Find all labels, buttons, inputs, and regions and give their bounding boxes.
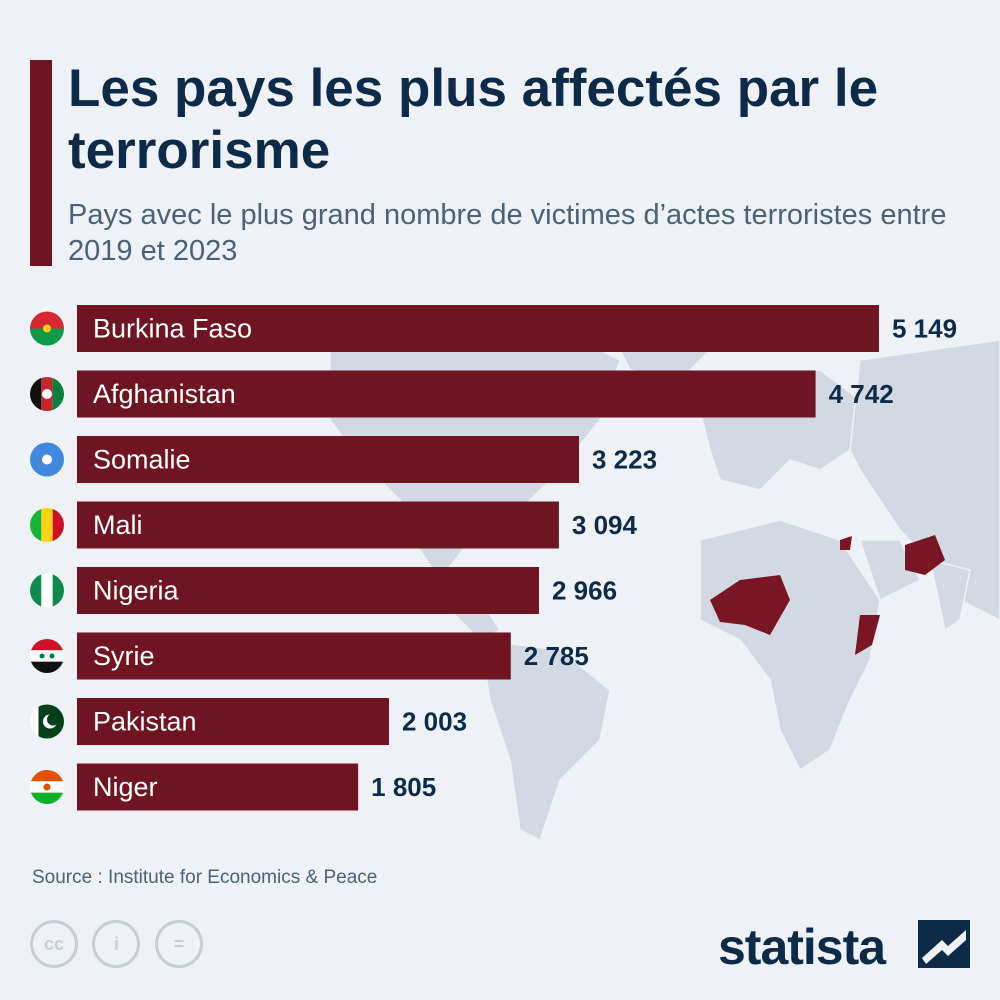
source-note: Source : Institute for Economics & Peace	[32, 867, 378, 888]
bar	[77, 763, 359, 811]
no-derivatives-icon: =	[154, 920, 203, 968]
bar-category-label: Niger	[93, 772, 158, 802]
bar-group: Pakistan 2 003	[30, 698, 467, 745]
bar	[77, 305, 879, 352]
bar	[77, 567, 539, 614]
statista-logo: statista	[718, 919, 886, 975]
bar-group: Mali 3 094	[30, 501, 638, 549]
burkina-faso-flag-icon	[30, 311, 64, 346]
mali-flag-icon	[30, 508, 64, 542]
bar-value-label: 3 223	[592, 445, 657, 475]
niger-flag-icon	[30, 770, 64, 804]
title-accent-bar	[30, 60, 52, 266]
license-icons: cc i =	[30, 920, 213, 968]
pakistan-flag-icon	[30, 704, 64, 739]
bar-category-label: Burkina Faso	[93, 314, 252, 344]
chart-subtitle: Pays avec le plus grand nombre de victim…	[68, 199, 947, 267]
bar-value-label: 4 742	[829, 379, 894, 409]
statista-logo-icon	[918, 920, 970, 968]
bar-group: Burkina Faso 5 149	[30, 305, 957, 352]
attribution-icon: i	[92, 920, 141, 968]
bar-group: Nigeria 2 966	[30, 567, 617, 614]
bar	[77, 698, 389, 745]
bar-value-label: 2 785	[524, 641, 589, 671]
syria-flag-icon	[30, 639, 64, 673]
bar-category-label: Afghanistan	[93, 379, 236, 409]
bar-value-label: 3 094	[572, 510, 638, 540]
bar-value-label: 2 966	[552, 576, 617, 606]
bar-group: Somalie 3 223	[30, 436, 657, 483]
creative-commons-icon: cc	[30, 920, 78, 968]
nigeria-flag-icon	[30, 573, 64, 608]
bar	[77, 501, 559, 549]
bar	[77, 632, 511, 680]
bar-group: Niger 1 805	[30, 763, 436, 811]
bar-group: Syrie 2 785	[30, 632, 589, 680]
somalia-flag-icon	[30, 442, 64, 477]
bar-category-label: Pakistan	[93, 707, 197, 737]
bar	[77, 370, 816, 418]
bar-group: Afghanistan 4 742	[30, 370, 894, 418]
bar-value-label: 2 003	[402, 707, 467, 737]
bar-category-label: Mali	[93, 510, 143, 540]
bar-value-label: 1 805	[371, 772, 436, 802]
chart-title: Les pays les plus affectés par le terror…	[68, 59, 879, 180]
bar-category-label: Syrie	[93, 641, 155, 671]
bar-category-label: Somalie	[93, 445, 191, 475]
bar	[77, 436, 580, 483]
bar-value-label: 5 149	[892, 314, 957, 344]
afghanistan-flag-icon	[30, 377, 64, 411]
bar-category-label: Nigeria	[93, 576, 180, 606]
